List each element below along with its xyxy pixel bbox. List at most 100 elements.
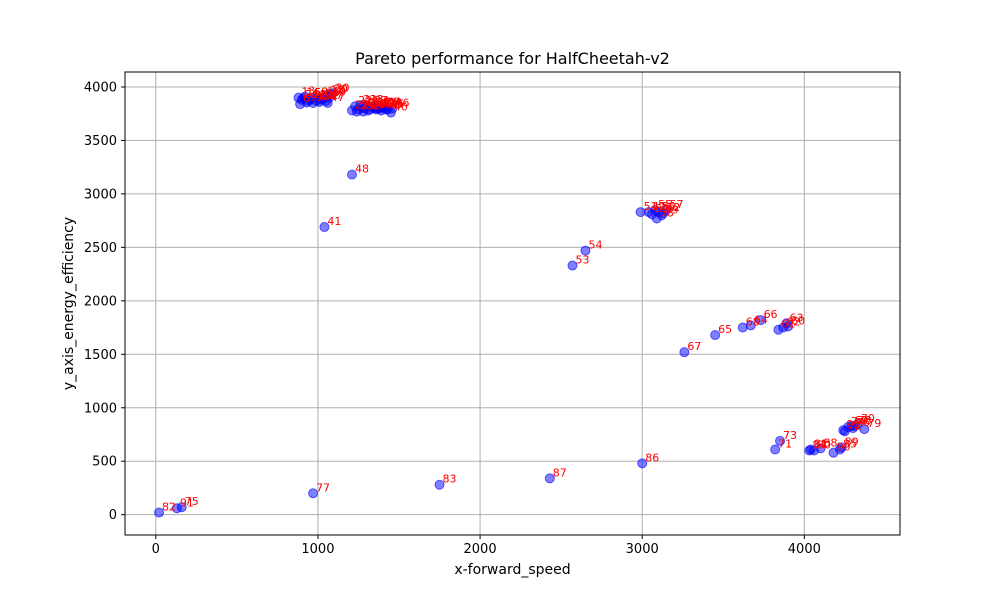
point-label: 81 <box>814 437 828 450</box>
point-label: 51 <box>644 200 658 213</box>
point-label: 30 <box>336 81 350 94</box>
scatter-point <box>828 447 839 458</box>
scatter-point <box>849 420 860 431</box>
scatter-point <box>319 222 330 233</box>
point-label: 47 <box>331 91 345 104</box>
point-label: 16 <box>306 86 320 99</box>
point-label: 60 <box>791 314 805 327</box>
scatter-point <box>737 322 748 333</box>
point-label: 89 <box>845 435 859 448</box>
point-label: 3 <box>308 85 315 98</box>
x-axis-title: x-forward_speed <box>454 562 570 578</box>
point-label: 55 <box>658 198 672 211</box>
x-tick-label: 2000 <box>464 542 497 557</box>
y-tick-label: 2500 <box>84 241 117 256</box>
point-label: 13 <box>319 89 333 102</box>
point-label: 6 <box>303 92 310 105</box>
y-tick-label: 3500 <box>84 134 117 149</box>
point-label: 43 <box>384 98 398 111</box>
point-label: 61 <box>781 318 795 331</box>
point-label: 69 <box>854 414 868 427</box>
scatter-point <box>635 207 646 218</box>
scatter-point <box>544 473 555 484</box>
chart-title: Pareto performance for HalfCheetah-v2 <box>355 49 670 68</box>
y-axis-ticks: 0 500 1000 1500 2000 2500 3000 3500 4000 <box>84 80 125 523</box>
point-label: 76 <box>856 416 870 429</box>
point-label: 79 <box>867 417 881 430</box>
point-label: 67 <box>687 340 701 353</box>
point-label: 9 <box>324 88 331 101</box>
point-label: 84 <box>812 439 826 452</box>
data-points <box>154 88 870 518</box>
point-label: 39 <box>389 97 403 110</box>
scatter-point <box>387 103 398 114</box>
scatter-point <box>637 458 648 469</box>
point-label: 68 <box>746 316 760 329</box>
grid-lines <box>125 72 900 535</box>
scatter-point <box>171 503 182 514</box>
x-tick-label: 0 <box>152 542 160 557</box>
point-label: 12 <box>313 88 327 101</box>
point-label: 34 <box>373 97 387 110</box>
scatter-point <box>679 347 690 358</box>
y-tick-label: 4000 <box>84 80 117 95</box>
point-label: 25 <box>368 96 382 109</box>
point-label: 57 <box>670 198 684 211</box>
point-label: 70 <box>861 412 875 425</box>
point-label: 58 <box>660 206 674 219</box>
scatter-point <box>755 315 766 326</box>
point-label: 56 <box>661 200 675 213</box>
point-label: 88 <box>824 436 838 449</box>
point-label: 21 <box>355 98 369 111</box>
point-label: 45 <box>391 97 405 110</box>
scatter-point <box>804 445 815 456</box>
point-label: 2 <box>305 88 312 101</box>
point-label: 63 <box>790 311 804 324</box>
point-label: 14 <box>323 90 337 103</box>
scatter-point <box>775 435 786 446</box>
point-label: 10 <box>327 85 341 98</box>
point-label: 74 <box>851 415 865 428</box>
point-label: 18 <box>331 84 345 97</box>
scatter-point <box>567 260 578 271</box>
scatter-point <box>434 479 445 490</box>
point-label: 91 <box>180 496 194 509</box>
x-tick-label: 4000 <box>788 542 821 557</box>
point-label: 28 <box>378 96 392 109</box>
point-label: 5 <box>314 86 321 99</box>
point-label: 66 <box>764 308 778 321</box>
point-label: 35 <box>376 95 390 108</box>
point-label: 42 <box>381 96 395 109</box>
y-tick-label: 2000 <box>84 294 117 309</box>
point-label: 36 <box>379 97 393 110</box>
point-label: 50 <box>655 202 669 215</box>
point-label: 11 <box>310 90 324 103</box>
point-label: 73 <box>783 429 797 442</box>
y-tick-label: 1000 <box>84 401 117 416</box>
point-label: 83 <box>443 473 457 486</box>
x-tick-label: 3000 <box>626 542 659 557</box>
point-label: 4 <box>311 89 318 102</box>
point-label: 44 <box>387 95 401 108</box>
point-label: 48 <box>355 163 369 176</box>
scatter-point <box>322 98 333 109</box>
point-label: 86 <box>645 451 659 464</box>
point-label: 71 <box>778 437 792 450</box>
point-label: 26 <box>371 98 385 111</box>
point-label: 32 <box>366 100 380 113</box>
point-label: 31 <box>363 93 377 106</box>
y-tick-label: 1500 <box>84 348 117 363</box>
y-tick-label: 500 <box>92 455 117 470</box>
point-label: 65 <box>718 323 732 336</box>
point-label: 29 <box>360 100 374 113</box>
y-tick-label: 3000 <box>84 187 117 202</box>
scatter-point <box>859 424 870 435</box>
point-label: 17 <box>329 89 343 102</box>
point-label: 33 <box>370 93 384 106</box>
point-label: 20 <box>334 82 348 95</box>
point-label: 46 <box>396 96 410 109</box>
point-label: 19 <box>332 86 346 99</box>
